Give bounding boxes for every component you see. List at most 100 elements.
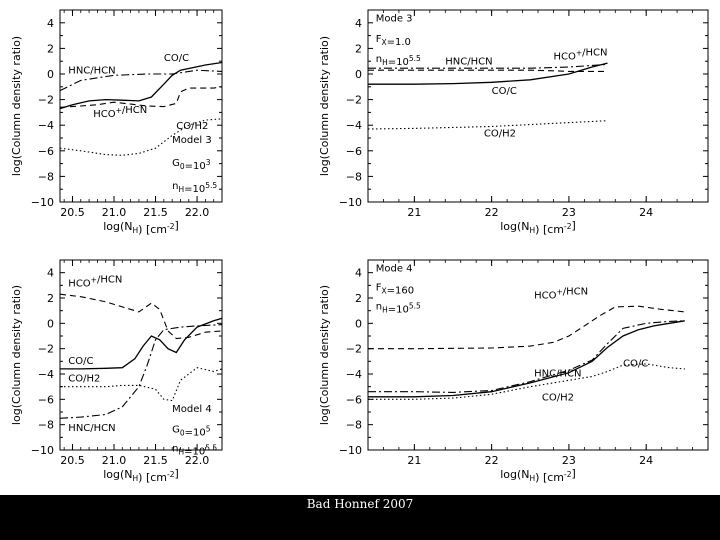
series-line-hnc-hcn xyxy=(60,69,222,92)
x-tick-label: 21.0 xyxy=(102,206,127,219)
panel-annotation: FX=160 xyxy=(376,282,414,296)
chart-panel-3: 4 2 0 −2 −4 −6 −8 −10 20.5 21.0 21.5 22.0 log(NH) [c… xyxy=(10,259,223,484)
series-label: HCO+/HCN xyxy=(93,105,147,120)
y-tick-label: −8 xyxy=(346,170,362,183)
x-axis-label: log(NH) [cm-2] xyxy=(103,219,179,236)
x-tick-label: 24 xyxy=(639,454,653,467)
series-label: CO/H2 xyxy=(542,393,574,404)
y-tick-label: 2 xyxy=(355,292,362,305)
y-tick-label: −6 xyxy=(38,393,54,406)
y-tick-label: 0 xyxy=(47,68,54,81)
x-tick-label: 21.0 xyxy=(102,454,127,467)
y-axis-label: log(Column density ratio) xyxy=(10,36,23,176)
y-tick-label: −10 xyxy=(31,196,54,209)
series-line-hnc-hcn xyxy=(368,320,685,393)
series-label: CO/H2 xyxy=(484,129,516,140)
y-tick-label: 0 xyxy=(355,68,362,81)
chart-panel-4: 4 2 0 −2 −4 −6 −8 −10 21 22 23 24 log(NH) [cm-2] log(… xyxy=(318,259,709,484)
y-tick-label: −6 xyxy=(346,145,362,158)
x-tick-label: 22.0 xyxy=(185,454,210,467)
x-tick-label: 22.0 xyxy=(185,206,210,219)
y-tick-label: −10 xyxy=(31,444,54,457)
y-tick-label: −10 xyxy=(339,444,362,457)
panel-annotation: Mode 3 xyxy=(376,14,413,25)
x-tick-label: 23 xyxy=(562,206,576,219)
figure: 4 2 0 −2 −4 −6 −8 −10 20.5 21.0 21.5 22.0 log(NH) [c… xyxy=(10,9,709,484)
y-tick-label: 4 xyxy=(355,267,362,280)
x-tick-label: 22 xyxy=(485,454,499,467)
series-label: HNC/HCN xyxy=(445,56,492,67)
panel-annotation: FX=1.0 xyxy=(376,34,411,48)
series-line-co-h2 xyxy=(60,118,222,156)
series-label: CO/C xyxy=(164,53,189,64)
series-label: HNC/HCN xyxy=(534,369,581,380)
panel-annotation: G0=105 xyxy=(172,424,211,438)
series-label: CO/C xyxy=(623,358,648,369)
panel-annotation: nH=105.5 xyxy=(376,301,421,315)
y-tick-label: 4 xyxy=(47,267,54,280)
x-tick-label: 24 xyxy=(639,206,653,219)
series-label: CO/H2 xyxy=(68,374,100,385)
panel-annotation: nH=105.5 xyxy=(172,443,217,457)
x-tick-label: 20.5 xyxy=(60,206,85,219)
y-tick-label: −2 xyxy=(38,343,54,356)
series-line-co-c xyxy=(368,62,608,85)
series-line-hco-hcn xyxy=(60,293,222,340)
y-tick-label: 0 xyxy=(355,317,362,330)
series-label: HNC/HCN xyxy=(68,65,115,76)
series-label: HNC/HCN xyxy=(68,423,115,434)
panel-annotation: Mode 4 xyxy=(376,263,413,274)
plot-frame xyxy=(59,9,223,203)
series-label: CO/C xyxy=(492,86,517,97)
panel-annotation: nH=105.5 xyxy=(376,54,421,68)
y-tick-label: 4 xyxy=(355,17,362,30)
y-tick-label: 2 xyxy=(47,292,54,305)
panel-annotation: Model 4 xyxy=(172,404,212,415)
y-axis-label: log(Column density ratio) xyxy=(318,36,331,176)
plot-frame xyxy=(367,259,709,451)
chart-panel-1: 4 2 0 −2 −4 −6 −8 −10 20.5 21.0 21.5 22.0 log(NH) [c… xyxy=(10,9,223,236)
panel-annotation: Model 3 xyxy=(172,135,212,146)
x-tick-label: 20.5 xyxy=(60,454,85,467)
y-tick-label: −4 xyxy=(346,119,362,132)
x-axis-label: log(NH) [cm-2] xyxy=(500,467,576,484)
x-tick-label: 21.5 xyxy=(143,454,168,467)
y-axis-label: log(Column density ratio) xyxy=(318,285,331,425)
x-axis-label: log(NH) [cm-2] xyxy=(500,219,576,236)
y-tick-label: −4 xyxy=(38,368,54,381)
footer-text: Bad Honnef 2007 xyxy=(306,497,414,511)
plot-frame xyxy=(59,259,223,451)
y-tick-label: −2 xyxy=(346,94,362,107)
series-line-co-c xyxy=(60,317,222,370)
y-tick-label: −8 xyxy=(38,419,54,432)
series-label: CO/H2 xyxy=(176,121,208,132)
y-tick-label: 2 xyxy=(47,42,54,55)
series-label: CO/C xyxy=(68,356,93,367)
series-line-hco-hcn xyxy=(368,69,608,72)
series-label: HCO+/HCN xyxy=(534,287,588,302)
series-label: HCO+/HCN xyxy=(553,47,607,62)
series-line-co-c xyxy=(368,320,685,398)
y-tick-label: 2 xyxy=(355,42,362,55)
panel-annotation: nH=105.5 xyxy=(172,181,217,195)
chart-panel-2: 4 2 0 −2 −4 −6 −8 −10 21 22 23 24 log(NH) [cm-2] log(… xyxy=(318,9,709,236)
y-tick-label: −4 xyxy=(346,368,362,381)
series-line-hco-hcn xyxy=(368,305,685,350)
series-label: HCO+/HCN xyxy=(68,275,122,290)
y-axis-label: log(Column density ratio) xyxy=(10,285,23,425)
y-tick-label: −8 xyxy=(38,170,54,183)
plot-frame xyxy=(367,9,709,203)
y-tick-label: 0 xyxy=(47,317,54,330)
y-tick-label: −2 xyxy=(38,94,54,107)
x-tick-label: 21 xyxy=(407,454,421,467)
x-tick-label: 21.5 xyxy=(143,206,168,219)
y-tick-label: −4 xyxy=(38,119,54,132)
series-line-hnc-hcn xyxy=(368,63,608,69)
y-tick-label: −6 xyxy=(346,393,362,406)
x-tick-label: 22 xyxy=(485,206,499,219)
x-axis-label: log(NH) [cm-2] xyxy=(103,467,179,484)
y-tick-label: −10 xyxy=(339,196,362,209)
y-tick-label: −8 xyxy=(346,419,362,432)
y-tick-label: 4 xyxy=(47,17,54,30)
panel-annotation: G0=103 xyxy=(172,158,211,172)
